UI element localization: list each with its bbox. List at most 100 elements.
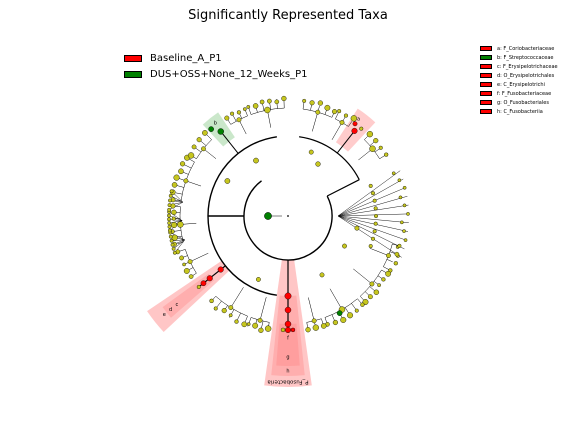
branch-line <box>337 213 409 217</box>
taxon-node <box>350 115 358 122</box>
taxon-node <box>177 221 184 228</box>
taxon-node <box>202 130 208 136</box>
taxon-node <box>336 310 343 316</box>
branch-line <box>326 179 360 197</box>
taxon-node <box>267 98 272 104</box>
taxon-node <box>264 106 271 114</box>
taxon-node <box>381 277 386 282</box>
taxon-node <box>209 298 214 304</box>
taxon-node <box>354 225 360 231</box>
taxon-node <box>170 203 176 209</box>
taxon-node <box>167 224 172 229</box>
branch-line <box>312 112 319 132</box>
taxon-node <box>309 100 315 106</box>
enriched-node-green <box>264 212 272 220</box>
branch-line <box>337 204 409 217</box>
taxon-node <box>252 103 259 109</box>
taxon-node <box>377 283 381 288</box>
branch-line <box>337 215 405 250</box>
taxon-node <box>391 171 396 176</box>
taxon-node <box>170 242 175 247</box>
taxon-node <box>280 327 286 333</box>
branch-line <box>170 232 185 241</box>
taxon-node <box>397 243 402 248</box>
clade-letters: a b cde f g h P_Fusobacteria <box>163 116 360 384</box>
taxon-node <box>319 272 325 278</box>
taxon-node <box>257 317 263 323</box>
taxon-node <box>332 319 338 326</box>
branch-arc <box>243 180 333 261</box>
branch-line <box>169 201 184 210</box>
taxa-key-legend: a: F_Coriobacteriaceae b: F_Streptococcac… <box>480 44 558 116</box>
taxon-node <box>354 308 359 313</box>
taxon-node <box>331 109 337 115</box>
legend-label-group-b: DUS+OSS+None_12_Weeks_P1 <box>150 69 308 80</box>
taxon-node <box>342 243 347 249</box>
taxon-node <box>171 216 176 221</box>
branch-line <box>190 252 209 262</box>
taxon-node <box>264 325 272 332</box>
key-label-c: c: F_Erysipelotrichaceae <box>497 63 558 70</box>
key-swatch-a <box>480 46 492 51</box>
branch-line <box>308 297 315 321</box>
key-swatch-d <box>480 73 492 78</box>
taxon-node <box>351 127 358 134</box>
taxon-node <box>252 322 259 329</box>
taxon-node <box>360 302 365 307</box>
taxon-node <box>167 228 172 233</box>
taxon-node <box>188 274 194 279</box>
branch-line <box>353 268 373 285</box>
clade-letter: h <box>286 369 289 375</box>
branch-line <box>337 170 401 217</box>
key-item-g: g: O_Fusobacteriales <box>480 98 558 107</box>
taxon-node <box>167 207 172 212</box>
branch-line <box>329 288 343 310</box>
taxon-node <box>217 266 224 273</box>
branch-line <box>185 180 202 187</box>
branch-line <box>244 316 248 323</box>
branch-line <box>203 148 217 159</box>
branch-line <box>168 211 183 221</box>
branch-line <box>220 131 239 154</box>
taxon-node <box>196 137 202 143</box>
taxon-node <box>172 250 177 255</box>
key-swatch-e <box>480 82 492 87</box>
branch-line <box>177 241 184 244</box>
key-label-e: e: C_Erysipelotrichi <box>497 81 545 88</box>
branch-line <box>238 119 247 135</box>
branch-line <box>262 103 265 111</box>
taxon-node <box>284 306 292 314</box>
key-label-d: d: O_Erysipelotrichales <box>497 72 555 79</box>
taxon-node <box>236 110 242 115</box>
taxon-node <box>386 253 391 258</box>
key-item-b: b: F_Streptococcaceae <box>480 53 558 62</box>
taxon-node <box>171 221 178 229</box>
taxon-node <box>367 294 373 300</box>
clade-letter: a <box>357 116 360 122</box>
taxon-node <box>368 183 373 188</box>
taxon-node <box>305 327 311 333</box>
taxon-node <box>369 145 376 152</box>
taxon-node <box>256 277 261 282</box>
branch-line <box>335 112 339 120</box>
taxon-node <box>234 319 239 324</box>
key-label-h: h: C_Fusobacteriia <box>497 108 543 115</box>
key-item-c: c: F_Erysipelotrichaceae <box>480 62 558 71</box>
taxon-node <box>378 145 383 150</box>
taxon-node <box>217 128 224 135</box>
taxon-node <box>308 149 314 155</box>
taxon-node <box>167 221 172 225</box>
taxon-node <box>178 168 184 175</box>
taxon-node <box>171 246 176 251</box>
taxon-node <box>311 318 317 324</box>
clade-letter: g <box>286 355 289 361</box>
taxon-node <box>228 305 234 310</box>
taxon-node <box>228 313 233 318</box>
key-label-g: g: O_Fusobacteriales <box>497 99 549 106</box>
taxon-node <box>213 306 218 311</box>
key-item-f: f: F_Fusobacteriaceae <box>480 89 558 98</box>
branch-line <box>337 187 406 217</box>
legend-label-group-a: Baseline_A_P1 <box>150 53 222 64</box>
taxon-node <box>187 152 195 159</box>
legend-swatch-group-b <box>124 71 142 78</box>
